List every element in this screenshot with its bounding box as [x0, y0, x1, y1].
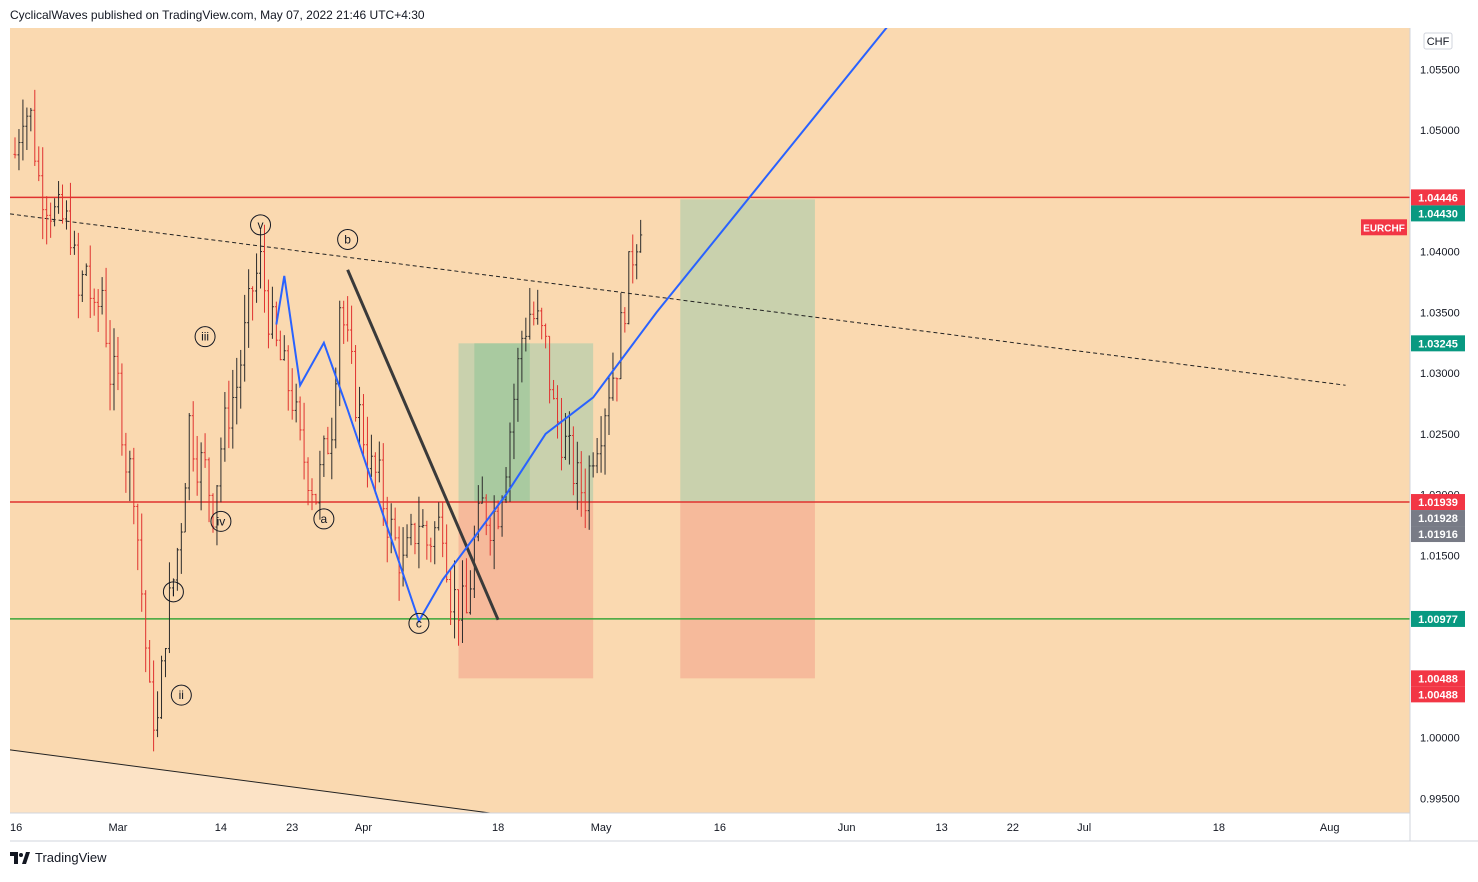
price-label-text: 1.03245 [1418, 338, 1458, 350]
wave-label-v: v [250, 214, 272, 236]
wave-label-text: a [321, 512, 328, 526]
price-tick-label: 1.00000 [1420, 733, 1460, 745]
price-tick-label: 1.03000 [1420, 368, 1460, 380]
price-label-box [1411, 670, 1465, 687]
time-tick-label: Jul [1077, 822, 1091, 834]
price-label-red: 1.04446 [1411, 189, 1465, 206]
price-label-text: 1.04446 [1418, 192, 1458, 204]
wave-label-circle [250, 214, 272, 236]
price-label-text: 1.00488 [1418, 689, 1458, 701]
price-label-text: 1.01928 [1418, 513, 1458, 525]
price-label-red: 1.00488 [1411, 670, 1465, 687]
symbol-tag-text: EURCHF [1363, 223, 1405, 234]
time-tick-label: 16 [10, 822, 22, 834]
time-tick-label: May [591, 822, 612, 834]
candles-group [13, 89, 643, 752]
tradingview-logo-icon [10, 851, 30, 864]
wave-label-circle [313, 508, 335, 530]
price-tick-label: 0.99500 [1420, 793, 1460, 805]
price-label-red: 1.01939 [1411, 494, 1465, 511]
price-label-gray: 1.01928 [1411, 510, 1465, 527]
attribution-header: CyclicalWaves published on TradingView.c… [10, 8, 425, 22]
price-tick-label: 1.05500 [1420, 64, 1460, 76]
time-tick-label: 18 [492, 822, 504, 834]
price-label-red: 1.00488 [1411, 686, 1465, 703]
wave-label-text: iii [201, 330, 209, 344]
price-label-box [1411, 205, 1465, 222]
wave-label-text: i [172, 585, 175, 599]
price-label-green: 1.04430 [1411, 205, 1465, 222]
currency-box: CHF [1423, 32, 1453, 50]
wave-label-circle [194, 326, 216, 348]
price-label-green: 1.03245 [1411, 335, 1465, 352]
symbol-tag: EURCHF [1361, 219, 1407, 236]
wave-label-text: ii [179, 688, 184, 702]
wave-label-c: c [408, 612, 430, 634]
second-position-stop-zone [680, 502, 815, 679]
price-label-text: 1.01939 [1418, 497, 1458, 509]
symbol-tag-box [1361, 219, 1407, 236]
wave-label-circle [337, 228, 359, 250]
price-label-text: 1.01916 [1418, 529, 1458, 541]
price-label-box [1411, 494, 1465, 511]
second-position-target-zone [680, 199, 815, 503]
time-tick-label: Apr [355, 822, 372, 834]
price-label-box [1411, 335, 1465, 352]
currency-box-frame [1423, 32, 1453, 50]
wave-label-text: v [258, 218, 264, 232]
price-label-text: 1.04430 [1418, 208, 1458, 220]
time-tick-label: 23 [286, 822, 298, 834]
black-trendline [346, 269, 500, 621]
time-tick-label: Mar [108, 822, 127, 834]
price-tick-label: 1.04000 [1420, 247, 1460, 259]
time-tick-label: Aug [1320, 822, 1340, 834]
first-position-active-zone [474, 343, 530, 503]
wave-projection-path [275, 28, 888, 624]
time-tick-label: 18 [1213, 822, 1225, 834]
wave-label-circle [408, 612, 430, 634]
currency-label: CHF [1427, 36, 1450, 48]
price-tick-label: 1.01500 [1420, 550, 1460, 562]
price-label-text: 1.00977 [1418, 614, 1458, 626]
price-label-box [1411, 526, 1465, 543]
price-label-green: 1.00977 [1411, 610, 1465, 627]
price-tick-label: 1.02500 [1420, 429, 1460, 441]
price-label-text: 1.00488 [1418, 673, 1458, 685]
price-tick-label: 1.05000 [1420, 125, 1460, 137]
dashed-trendline [10, 213, 1346, 386]
tradingview-branding[interactable]: TradingView [10, 850, 107, 865]
time-tick-label: 13 [936, 822, 948, 834]
brand-name: TradingView [35, 850, 107, 865]
wave-label-b: b [337, 228, 359, 250]
wave-label-text: iv [217, 514, 226, 528]
wave-label-a: a [313, 508, 335, 530]
wave-label-circle [210, 510, 232, 532]
wave-label-circle [170, 684, 192, 706]
time-tick-label: 14 [215, 822, 227, 834]
time-tick-label: 22 [1007, 822, 1019, 834]
wave-label-ii: ii [170, 684, 192, 706]
wave-label-circle [162, 581, 184, 603]
wedge-trendline [10, 749, 491, 813]
price-tick-label: 1.03500 [1420, 307, 1460, 319]
price-label-box [1411, 510, 1465, 527]
wave-label-text: c [416, 616, 422, 630]
price-label-gray: 1.01916 [1411, 526, 1465, 543]
time-tick-label: 16 [714, 822, 726, 834]
time-tick-label: Jun [838, 822, 856, 834]
first-position-stop-zone [458, 502, 594, 679]
price-label-box [1411, 189, 1465, 206]
price-label-box [1411, 610, 1465, 627]
wave-label-i: i [162, 581, 184, 603]
wave-label-iv: iv [210, 510, 232, 532]
price-label-box [1411, 686, 1465, 703]
wave-label-text: b [344, 232, 351, 246]
wave-label-iii: iii [194, 326, 216, 348]
